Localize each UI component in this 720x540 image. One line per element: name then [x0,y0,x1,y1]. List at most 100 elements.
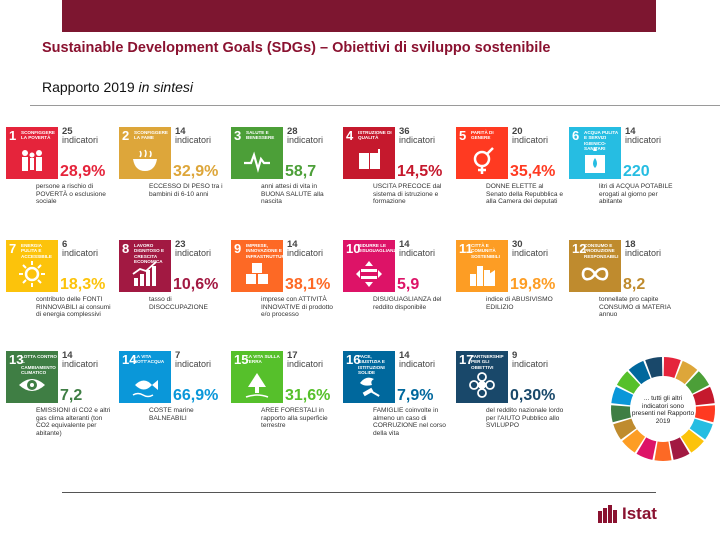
indicator-count: 25 [62,126,73,137]
indicator-description: tonnellate pro capite CONSUMO di MATERIA… [599,296,671,319]
goal-name: SCONFIGGERE LA FAME [134,130,168,141]
goal-name: PACE, GIUSTIZIA E ISTITUZIONI SOLIDE [358,354,385,376]
indicator-description: indice di ABUSIVISMO EDILIZIO [486,296,553,311]
indicator-description: USCITA PRECOCE dal sistema di istruzione… [373,183,442,206]
goal-name: LA VITA SOTT'ACQUA [134,354,165,365]
indicator-description: del reddito nazionale lordo per l'AIUTO … [486,407,564,430]
indicator-count: 14 [175,126,186,137]
indicator-description: AREE FORESTALI in rapporto alla superfic… [261,407,328,430]
indicator-count: 30 [512,239,523,250]
indicator-count: 17 [287,350,298,361]
subtitle-italic: in sintesi [138,79,193,95]
sdg-card-13: 13 LOTTA CONTRO IL CAMBIAMENTO CLIMATICO 1… [6,351,116,451]
headline-value: 28,9% [60,163,106,180]
indicator-count: 20 [512,126,523,137]
goal-number: 9 [234,241,242,256]
goal-number: 17 [459,352,474,367]
sdg-wheel-icon [611,357,715,461]
indicator-count: 14 [287,239,298,250]
sdg-tile: 6 ACQUA PULITA E SERVIZI IGIENICO-SANITAR… [569,127,621,179]
goal-number: 16 [346,352,361,367]
footer-divider [62,492,656,493]
sdg-card-16: 16 PACE, GIUSTIZIA E ISTITUZIONI SOLIDE 14… [343,351,453,451]
sdg-tile: 7 ENERGIA PULITA E ACCESSIBILE [6,240,58,292]
indicator-label: indicatori [175,248,212,258]
headline-value: 14,5% [397,163,443,180]
family-icon [22,150,42,171]
goal-name: IMPRESE, INNOVAZIONE E INFRASTRUTTURE [246,243,283,259]
istat-mark-icon [598,505,617,523]
goal-name: LAVORO DIGNITOSO E CRESCITA ECONOMICA [134,243,165,265]
sdg-tile: 5 PARITÀ DI GENERE [456,127,508,179]
goal-number: 15 [234,352,249,367]
goal-number: 8 [122,241,130,256]
headline-value: 31,6% [285,387,331,404]
indicator-description: anni attesi di vita in BUONA SALUTE alla… [261,183,324,206]
headline-value: 220 [623,163,650,180]
heartbeat-icon [244,151,270,173]
bowl-icon [133,149,157,171]
goal-number: 12 [572,241,587,256]
fish-icon [132,380,158,398]
indicator-description: persone a rischio di POVERTÀ o esclusion… [36,183,106,206]
indicator-count: 7 [175,350,181,361]
indicator-description: DISUGUAGLIANZA del reddito disponibile [373,296,442,311]
indicator-description: EMISSIONI di CO2 e altri gas clima alter… [36,407,111,437]
goal-number: 7 [9,241,17,256]
sdg-tile: 2 SCONFIGGERE LA FAME [119,127,171,179]
flower-icon [469,372,495,398]
wheel-segment [628,360,651,385]
growth-chart-icon [132,261,157,286]
sdg-card-17: 17 PARTNERSHIP PER GLI OBIETTIVI 9 indicato… [456,351,566,451]
indicator-label: indicatori [399,248,436,258]
indicator-label: indicatori [625,248,662,258]
indicator-label: indicatori [62,248,99,258]
sdg-card-5: 5 PARITÀ DI GENERE 20 indicatori 35,4% DONNE … [456,127,566,227]
wheel-segment [689,418,713,440]
wheel-segment [611,386,634,406]
sdg-tile: 15 LA VITA SULLA TERRA [231,351,283,403]
sdg-tile: 16 PACE, GIUSTIZIA E ISTITUZIONI SOLIDE [343,351,395,403]
goal-number: 1 [9,128,17,143]
sdg-tile: 3 SALUTE E BENESSERE [231,127,283,179]
goal-name: LA VITA SULLA TERRA [246,354,280,365]
indicator-description: litri di ACQUA POTABILE erogati al giorn… [599,183,673,206]
indicator-count: 28 [287,126,298,137]
wheel-segment [692,386,715,406]
book-icon [359,149,380,169]
sdg-card-15: 15 LA VITA SULLA TERRA 17 indicatori 31,6% AR… [231,351,341,451]
goal-number: 10 [346,241,361,256]
indicator-description: tasso di DISOCCUPAZIONE [149,296,208,311]
equality-icon [356,261,382,287]
infinity-icon [581,267,609,281]
indicator-label: indicatori [62,135,99,145]
indicator-label: indicatori [287,135,324,145]
headline-value: 0,30% [510,387,556,404]
goal-number: 2 [122,128,130,143]
headline-value: 5,9 [397,276,420,293]
sdg-tile: 9 IMPRESE, INNOVAZIONE E INFRASTRUTTURE [231,240,283,292]
indicator-count: 14 [62,350,73,361]
indicator-label: indicatori [287,359,324,369]
cubes-icon [246,263,268,284]
goal-name: LOTTA CONTRO IL CAMBIAMENTO CLIMATICO [21,354,57,376]
water-icon [585,147,605,173]
istat-logo: Istat [598,503,668,525]
headline-value: 10,6% [173,276,219,293]
wheel-segment [613,418,637,440]
indicator-label: indicatori [175,135,212,145]
sdg-tile: 8 LAVORO DIGNITOSO E CRESCITA ECONOMICA [119,240,171,292]
goal-name: CONSUMO E PRODUZIONE RESPONSABILI [584,243,619,259]
headline-value: 8,2 [623,276,646,293]
goal-number: 14 [122,352,137,367]
sdg-tile: 12 CONSUMO E PRODUZIONE RESPONSABILI [569,240,621,292]
goal-number: 4 [346,128,354,143]
sdg-card-3: 3 SALUTE E BENESSERE 28 indicatori 58,7 anni … [231,127,341,227]
indicator-description: contributo delle FONTI RINNOVABILI ai co… [36,296,111,319]
wheel-segment [622,429,646,453]
goal-number: 6 [572,128,580,143]
indicator-count: 18 [625,239,636,250]
sdg-tile: 1 SCONFIGGERE LA POVERTÀ [6,127,58,179]
